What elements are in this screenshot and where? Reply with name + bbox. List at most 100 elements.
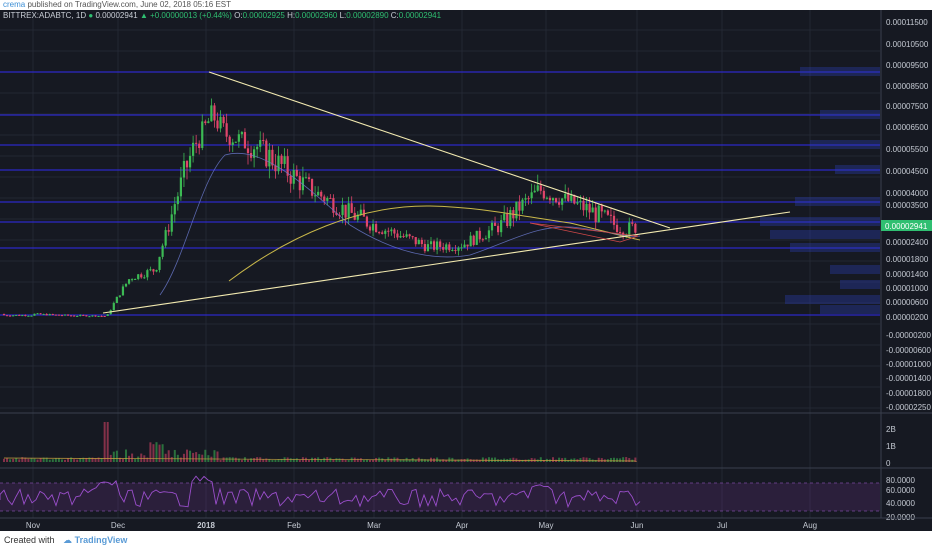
- candle-body: [551, 198, 555, 201]
- low-value: 0.00002890: [346, 11, 389, 20]
- candle-body: [277, 155, 280, 172]
- low-label: L:: [339, 11, 347, 20]
- candle-body: [518, 201, 521, 211]
- candle-body: [594, 207, 597, 223]
- candle-body: [9, 315, 12, 317]
- volume-bar: [70, 457, 73, 462]
- volume-bar: [304, 457, 307, 462]
- candle-body: [472, 235, 475, 245]
- candle-body: [375, 224, 378, 233]
- price-chart[interactable]: 0.00011500 0.00010500 0.00009500 0.00008500…: [0, 10, 932, 531]
- candle-body: [85, 315, 88, 317]
- volume-bar: [613, 457, 615, 462]
- candle-body: [63, 314, 67, 316]
- created-with-text: Created with: [4, 535, 55, 545]
- volume-axis-label: 2B: [886, 425, 896, 434]
- candle-body: [173, 204, 176, 215]
- candle-body: [115, 296, 118, 304]
- candle-body: [442, 247, 445, 250]
- volume-bar: [82, 457, 85, 462]
- candle-body: [149, 269, 152, 271]
- volume-bar: [448, 457, 451, 462]
- candle-body: [561, 198, 564, 205]
- price-axis-label: 0.00011500: [886, 18, 928, 27]
- candle-body: [222, 116, 225, 124]
- candle-body: [503, 213, 506, 221]
- candle-body: [399, 235, 402, 238]
- close-label: C:: [390, 11, 399, 20]
- candle-body: [448, 244, 451, 251]
- candle-body: [335, 212, 338, 215]
- candle-body: [341, 204, 344, 216]
- volume-bar: [54, 458, 57, 462]
- candle-body: [240, 132, 243, 135]
- candle-body: [478, 230, 481, 240]
- time-axis-label: Apr: [456, 521, 469, 530]
- candle-body: [48, 314, 51, 316]
- candle-body: [51, 314, 54, 316]
- candle-body: [408, 234, 411, 237]
- candle-body: [152, 269, 155, 272]
- volume-bar: [186, 449, 188, 462]
- candle-body: [45, 313, 48, 316]
- volume-bar: [365, 459, 368, 462]
- candle-body: [609, 214, 613, 216]
- volume-bar: [234, 457, 237, 462]
- volume-bar: [634, 457, 637, 462]
- candle-body: [606, 210, 609, 215]
- candle-body: [402, 235, 405, 237]
- volume-bar: [195, 452, 198, 462]
- candle-body: [484, 238, 487, 240]
- publish-header: crema published on TradingView.com, June…: [0, 0, 932, 10]
- volume-bar: [134, 458, 137, 462]
- chart-area[interactable]: 0.00011500 0.00010500 0.00009500 0.00008500…: [0, 10, 932, 531]
- candle-body: [237, 134, 240, 142]
- candle-body: [469, 235, 472, 247]
- candle-body: [70, 315, 73, 317]
- candle-body: [320, 191, 323, 197]
- volume-profile-bar: [760, 217, 880, 226]
- volume-bar: [170, 457, 173, 462]
- price-axis-label: 0.00004000: [886, 189, 929, 198]
- candle-body: [314, 195, 317, 197]
- volume-bar: [112, 451, 115, 462]
- symbol-label[interactable]: BITTREX:ADABTC, 1D: [3, 11, 87, 20]
- volume-bar: [390, 458, 393, 462]
- candle-body: [445, 244, 448, 250]
- candle-body: [179, 177, 182, 197]
- candle-body: [423, 244, 426, 252]
- open-label: O:: [234, 11, 243, 20]
- volume-bar: [179, 457, 182, 462]
- volume-profile-bar: [810, 140, 880, 149]
- volume-bar: [106, 422, 109, 462]
- candle-body: [527, 198, 530, 200]
- candle-body: [39, 313, 42, 315]
- volume-profile-bar: [820, 110, 880, 119]
- candle-body: [121, 286, 125, 296]
- volume-bar: [146, 457, 149, 462]
- candle-body: [365, 216, 369, 227]
- candle-body: [188, 155, 192, 168]
- candle-body: [292, 169, 295, 184]
- volume-bar: [408, 459, 411, 462]
- candle-body: [268, 149, 271, 167]
- last-price-dot: ●: [88, 11, 94, 20]
- candle-body: [36, 313, 39, 315]
- candle-body: [280, 155, 283, 164]
- candle-body: [591, 207, 594, 213]
- candle-body: [131, 279, 134, 281]
- candle-body: [509, 210, 512, 227]
- volume-bar: [192, 452, 195, 462]
- current-price-tag: [881, 220, 932, 231]
- tradingview-brand[interactable]: TradingView: [74, 535, 128, 545]
- volume-bar: [597, 457, 600, 462]
- volume-bar: [320, 459, 323, 462]
- candle-body: [286, 156, 289, 176]
- time-axis-label: Jun: [631, 521, 644, 530]
- volume-bar: [542, 459, 545, 462]
- volume-bar: [256, 457, 259, 462]
- author-link[interactable]: crema: [3, 0, 26, 9]
- candle-body: [454, 249, 457, 251]
- volume-bar: [625, 457, 628, 462]
- candle-body: [185, 161, 189, 168]
